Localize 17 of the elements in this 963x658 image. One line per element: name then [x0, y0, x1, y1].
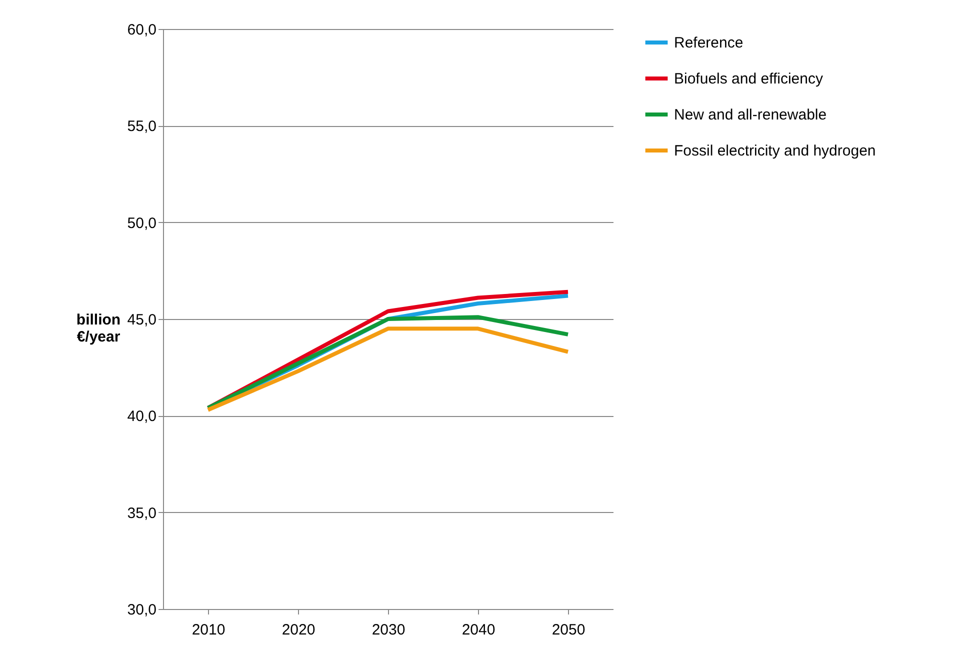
- y-tick-label: 40,0: [127, 408, 156, 426]
- legend-label: Fossil electricity and hydrogen: [674, 142, 876, 160]
- x-tick-label: 2050: [552, 622, 586, 638]
- x-tick-label: 2030: [372, 622, 406, 638]
- legend-label: Reference: [674, 34, 744, 52]
- y-tick-label: 50,0: [127, 214, 156, 232]
- y-tick-label: 30,0: [127, 602, 156, 618]
- x-tick-label: 2010: [192, 622, 226, 638]
- legend-label: New and all-renewable: [674, 106, 827, 124]
- x-tick-label: 2040: [462, 622, 496, 638]
- x-tick-label: 2020: [282, 622, 316, 638]
- y-tick-label: 35,0: [127, 504, 156, 522]
- y-axis-title: billion €/year: [76, 312, 121, 346]
- legend-label: Biofuels and efficiency: [674, 70, 824, 88]
- y-tick-label: 55,0: [127, 118, 156, 136]
- y-tick-label: 60,0: [127, 22, 156, 38]
- y-tick-label: 45,0: [127, 312, 156, 328]
